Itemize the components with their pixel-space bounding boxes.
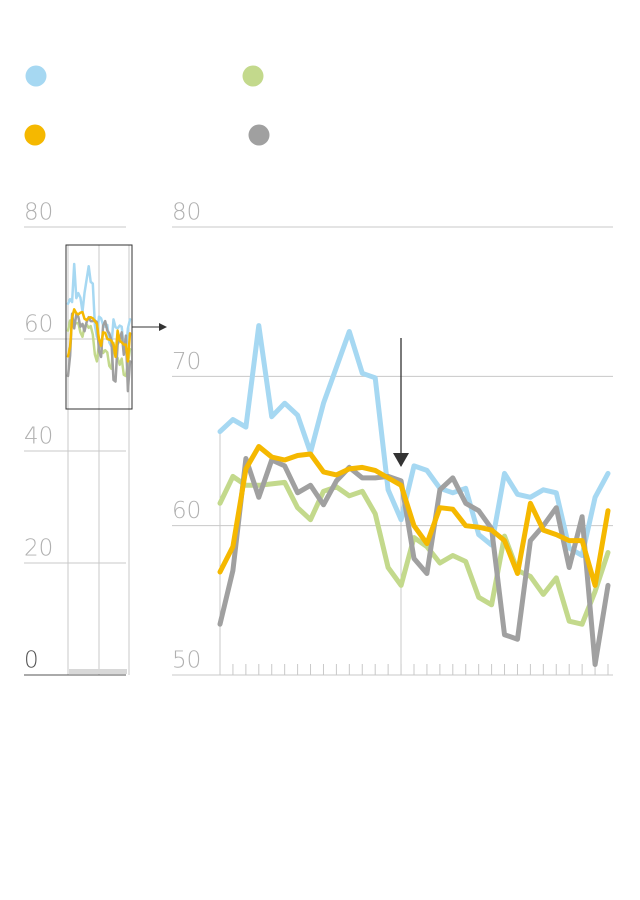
series-line	[66, 262, 132, 352]
y-tick-label: 60	[172, 498, 201, 524]
y-tick-label: 80	[172, 200, 201, 226]
y-tick-label: 0	[24, 648, 39, 674]
series-line	[217, 473, 611, 627]
legend-swatch	[25, 65, 47, 87]
y-tick-label: 50	[172, 648, 201, 674]
plot-layer: 0 20 40 60 80 50 60 70 80	[24, 200, 613, 676]
legend-swatch	[242, 65, 264, 87]
y-tick-label: 20	[24, 536, 53, 562]
y-tick-label: 70	[172, 349, 201, 375]
y-tick-label: 80	[24, 200, 53, 226]
series-line	[217, 444, 611, 588]
y-tick-label: 40	[24, 424, 53, 450]
y-tick-label: 60	[24, 312, 53, 338]
legend-swatch	[248, 124, 270, 146]
series-line	[217, 323, 611, 558]
scrollbar	[69, 669, 127, 674]
series-line	[66, 308, 132, 363]
legend-swatch	[24, 124, 46, 146]
